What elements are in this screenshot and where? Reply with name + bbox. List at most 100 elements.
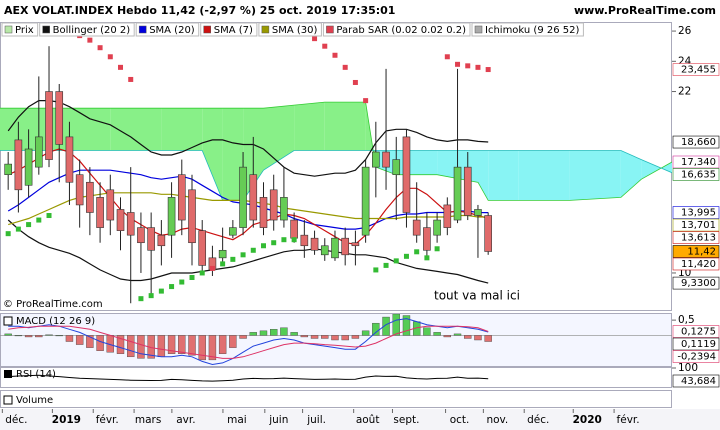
macd-bar [188,335,196,356]
legend-item: SMA (30) [258,22,322,37]
sar-dot [312,36,318,42]
sar-dot [485,67,491,73]
macd-bar [351,335,360,339]
legend-item: Ichimoku (9 26 52) [471,22,584,37]
candle-body [218,249,227,259]
candle-body [331,237,339,259]
sar-dot [363,98,369,104]
sar-dot [138,296,144,302]
indicator-line [7,100,489,177]
candle-body [351,242,360,247]
x-tick-label: déc. [5,414,27,426]
price-tag-label: 13,701 [681,220,716,231]
macd-bar [14,335,23,337]
x-tick-label: sept. [393,414,419,426]
macd-bar [35,335,43,338]
cloud-segment [294,102,325,151]
legend-label: Parab SAR (0.02 0.02 0.2) [336,25,466,36]
candle-body [423,227,431,251]
sar-dot [393,258,399,264]
candle-body [484,215,492,252]
sar-dot [128,76,134,82]
annotation: tout va mal ici [434,289,520,303]
macd-bar [402,315,411,336]
legend-box [322,22,471,37]
candle-body [126,212,135,236]
cloud-segment [263,105,295,171]
y-tick-label: 0,5 [678,314,695,326]
candle-body [280,197,288,221]
macd-line [8,325,489,359]
macd-bar [453,333,462,336]
macd-bar [127,335,135,358]
legend-item: SMA (20) [135,22,200,37]
x-tick-label: 2019 [52,414,81,426]
macd-bar [259,330,268,336]
macd-bar [45,334,53,336]
macd-bar [361,330,370,336]
panel-swatch [3,316,13,326]
macd-bar [137,335,145,359]
sar-dot [148,293,154,299]
legend-box [258,22,322,37]
sar-dot [5,231,11,237]
y-tick-label: 22 [678,86,691,98]
macd-bar [474,335,482,341]
price-tag-label: 16,635 [681,169,716,180]
price-tag-label: 13,613 [681,233,716,244]
sar-dot [383,262,389,268]
sar-dot [87,37,93,43]
candle-body [188,189,196,244]
candle-body [229,227,237,236]
legend-label: SMA (20) [149,25,195,36]
macd-bar [208,335,217,361]
sar-dot [271,240,277,246]
legend-box [39,22,135,37]
macd-bar [157,335,166,358]
cloud-segment [620,150,642,198]
sar-dot [465,63,471,69]
price-tag-label: 13,995 [681,208,716,219]
overlay: 1022242623,45518,66017,34016,63513,99513… [1,22,720,426]
candle-body [372,151,380,168]
price-tag [672,218,720,232]
rsi-frame [0,367,672,388]
cloud-segment [488,150,519,201]
candle-body [249,174,258,221]
legend-label: SMA (30) [272,25,318,36]
price-tag [672,168,720,181]
macd-bar [382,316,390,336]
sar-dot [230,256,236,262]
sar-dot [189,274,195,280]
candle-body [341,237,349,256]
sar-dot [179,279,185,285]
candle-body [65,136,74,183]
sar-dot [291,237,297,243]
candle-body [290,219,298,239]
price-tag-label: 17,340 [681,157,716,168]
cloud-segment [518,150,570,201]
candle-body [45,91,53,160]
legend-item: Parab SAR (0.02 0.02 0.2) [322,22,471,37]
macd-bar [4,333,12,336]
panel-title: Volume [16,395,53,406]
candle-body [402,136,411,213]
x-tick-label: mai [227,414,247,426]
macd-bar [218,335,227,354]
legend-label: Prix [15,25,34,36]
candle-body [35,136,43,168]
legend-swatch [261,25,270,34]
legend-swatch [474,25,483,34]
price-tag-label: -0,2394 [677,352,716,363]
candle-body [259,197,268,228]
macd-bar [341,335,349,341]
candle-body [453,166,462,221]
price-tag-label: 18,660 [681,137,716,148]
macd-bar [167,335,176,354]
candle-body [96,197,104,228]
macd-bar [178,335,186,354]
legend-box [471,22,584,37]
indicator-line [7,219,489,284]
macd-bar [290,332,298,336]
legend-box [135,22,200,37]
